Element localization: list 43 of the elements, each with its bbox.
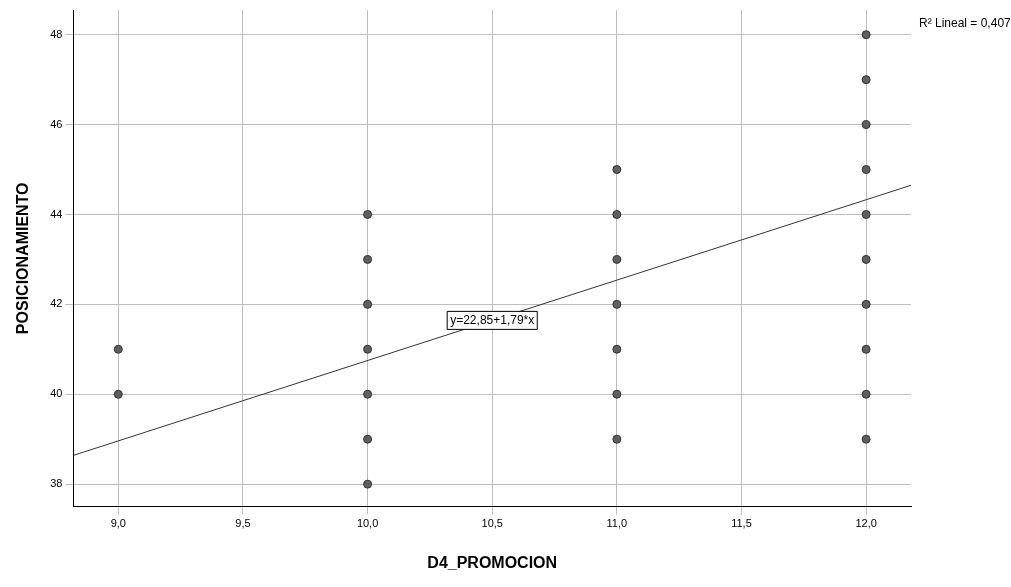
point bbox=[612, 254, 622, 264]
y-tick-label: 48 bbox=[50, 27, 63, 40]
point bbox=[861, 299, 871, 309]
point bbox=[861, 120, 871, 130]
point bbox=[612, 344, 622, 354]
y-tick-label: 46 bbox=[50, 117, 63, 130]
point bbox=[113, 344, 123, 354]
point bbox=[363, 209, 373, 219]
y-axis-title: POSICIONAMIENTO bbox=[14, 182, 32, 335]
x-tick-label: 11,0 bbox=[606, 517, 628, 530]
x-tick-label: 10,0 bbox=[356, 517, 379, 530]
y-tick-label: 40 bbox=[50, 387, 63, 400]
x-tick-label: 9,5 bbox=[235, 517, 251, 530]
point bbox=[612, 209, 622, 219]
x-tick-label: 11,5 bbox=[731, 517, 752, 530]
point bbox=[363, 254, 373, 264]
point bbox=[861, 344, 871, 354]
x-axis-title: D4_PROMOCION bbox=[427, 553, 558, 571]
point bbox=[861, 389, 871, 399]
point bbox=[861, 30, 871, 40]
y-tick-label: 44 bbox=[50, 207, 63, 220]
x-tick-label: 10,5 bbox=[481, 517, 503, 530]
text: R² Lineal = 0,407 bbox=[919, 16, 1011, 31]
point bbox=[363, 299, 373, 309]
point bbox=[612, 299, 622, 309]
y-tick-label: 38 bbox=[50, 477, 63, 490]
annotation: y=22,85+1,79*x bbox=[450, 312, 535, 327]
x-tick-label: 9,0 bbox=[110, 517, 126, 530]
point bbox=[113, 389, 123, 399]
point bbox=[363, 434, 373, 444]
point bbox=[861, 254, 871, 264]
point bbox=[363, 344, 373, 354]
y-tick-label: 42 bbox=[50, 297, 63, 310]
point bbox=[363, 479, 373, 489]
point bbox=[612, 165, 622, 175]
point bbox=[861, 165, 871, 175]
x-tick-label: 12,0 bbox=[855, 517, 877, 530]
point bbox=[612, 389, 622, 399]
point bbox=[861, 434, 871, 444]
point bbox=[612, 434, 622, 444]
point bbox=[363, 389, 373, 399]
point bbox=[861, 209, 871, 219]
point bbox=[861, 75, 871, 85]
